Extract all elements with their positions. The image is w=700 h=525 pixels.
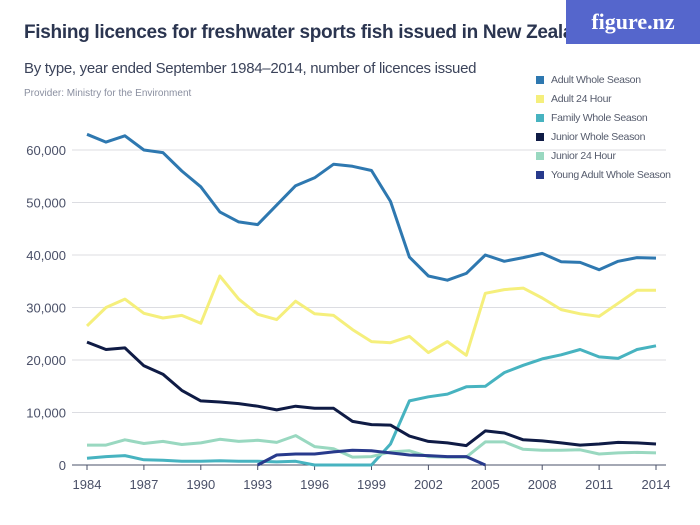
legend-item[interactable]: Young Adult Whole Season <box>536 165 671 184</box>
series-line-adult-whole-season[interactable] <box>86 132 657 282</box>
legend-item[interactable]: Junior Whole Season <box>536 127 671 146</box>
x-tick-label: 2011 <box>585 477 613 492</box>
y-tick-label: 30,000 <box>26 301 66 316</box>
series-line-young-adult-whole-season[interactable] <box>257 448 486 467</box>
x-tick-label: 1984 <box>73 477 102 492</box>
legend-label: Young Adult Whole Season <box>551 168 671 181</box>
legend-item[interactable]: Family Whole Season <box>536 108 671 127</box>
chart-title: Fishing licences for freshwater sports f… <box>24 22 596 43</box>
series-line-junior-24-hour[interactable] <box>87 434 657 459</box>
legend-item[interactable]: Adult 24 Hour <box>536 89 671 108</box>
x-tick-label: 2002 <box>414 477 443 492</box>
series-line-adult-24-hour[interactable] <box>85 274 656 357</box>
x-tick-label: 2005 <box>471 477 500 492</box>
y-tick-label: 60,000 <box>26 143 66 158</box>
legend-label: Adult Whole Season <box>551 73 641 86</box>
series-line-junior-whole-season[interactable] <box>86 340 657 448</box>
legend-item[interactable]: Junior 24 Hour <box>536 146 671 165</box>
legend-swatch <box>536 113 544 122</box>
x-tick-label: 1999 <box>357 477 386 492</box>
y-tick-label: 20,000 <box>26 353 66 368</box>
y-tick-label: 40,000 <box>26 248 66 263</box>
x-tick-label: 2014 <box>642 477 671 492</box>
legend-label: Junior Whole Season <box>551 130 646 143</box>
x-tick-label: 1996 <box>300 477 329 492</box>
legend-swatch <box>536 75 544 84</box>
legend-label: Junior 24 Hour <box>551 149 616 162</box>
legend-label: Adult 24 Hour <box>551 92 612 105</box>
y-tick-label: 10,000 <box>26 406 66 421</box>
legend-swatch <box>536 132 544 141</box>
legend-item[interactable]: Adult Whole Season <box>536 70 671 89</box>
chart-subtitle: By type, year ended September 1984–2014,… <box>24 60 477 77</box>
legend-label: Family Whole Season <box>551 111 648 124</box>
legend-swatch <box>536 151 544 160</box>
legend-swatch <box>536 94 544 103</box>
provider-note: Provider: Ministry for the Environment <box>24 88 192 99</box>
y-tick-label: 0 <box>59 458 66 473</box>
y-tick-label: 50,000 <box>26 196 66 211</box>
series-line-family-whole-season[interactable] <box>86 344 657 467</box>
x-tick-label: 1990 <box>186 477 215 492</box>
x-tick-label: 1987 <box>129 477 158 492</box>
legend-swatch <box>536 170 544 179</box>
legend: Adult Whole Season Adult 24 Hour Family Wh… <box>536 70 671 184</box>
x-tick-label: 1993 <box>243 477 272 492</box>
x-tick-label: 2008 <box>528 477 557 492</box>
figure-nz-logo[interactable]: figure.nz <box>566 0 700 44</box>
